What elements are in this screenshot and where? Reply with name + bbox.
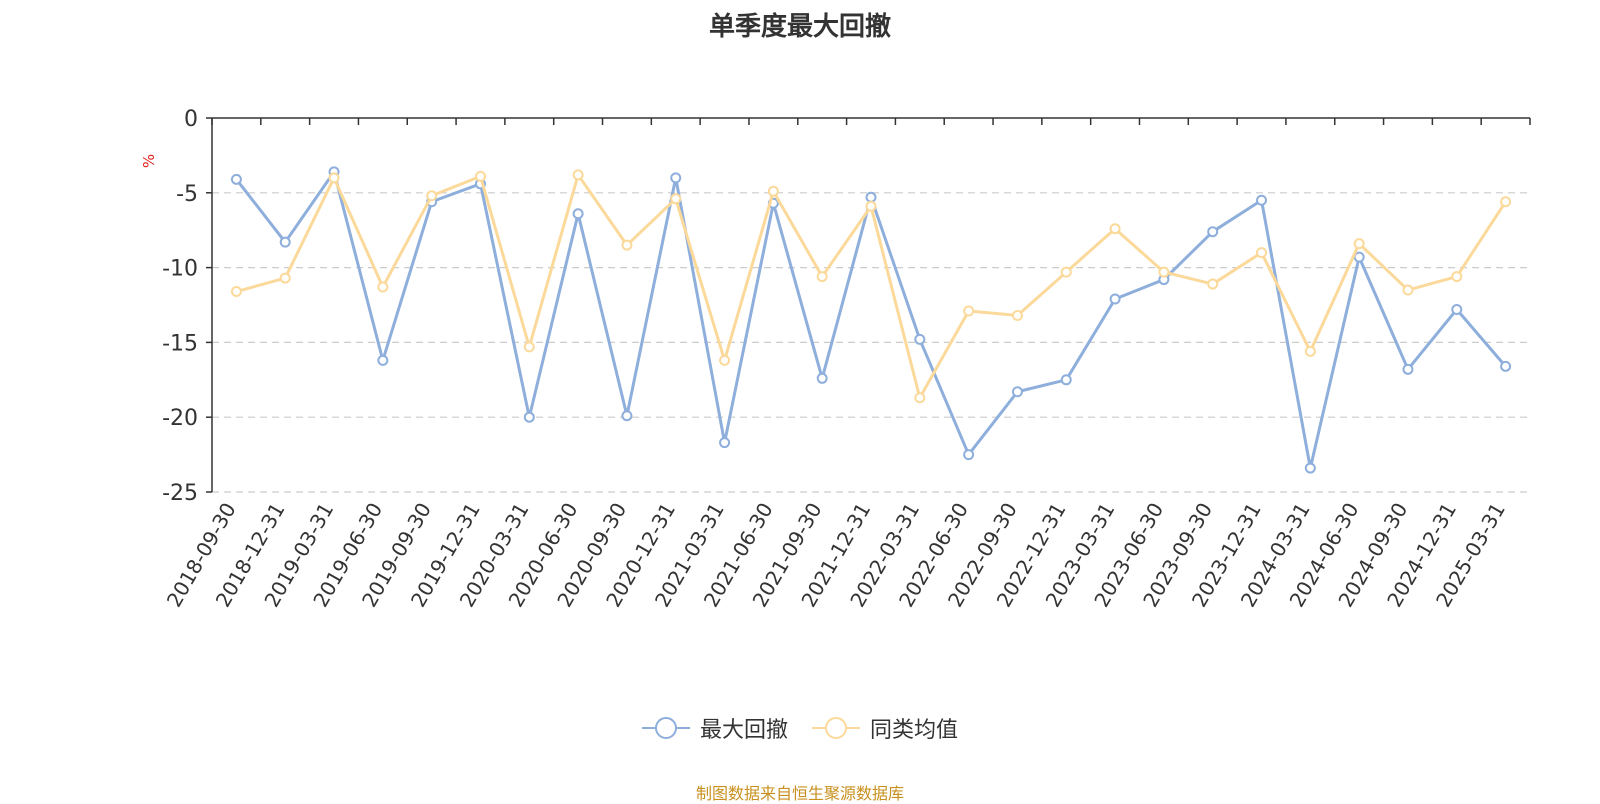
data-point	[1402, 363, 1414, 375]
data-point	[1207, 226, 1219, 238]
data-point	[1402, 284, 1414, 296]
data-point	[572, 169, 584, 181]
data-point	[621, 239, 633, 251]
y-tick-label: -20	[162, 406, 198, 431]
data-point	[572, 208, 584, 220]
data-point	[474, 170, 486, 182]
y-tick-label: -5	[176, 182, 198, 207]
data-point	[328, 172, 340, 184]
data-point	[865, 191, 877, 203]
data-point	[621, 410, 633, 422]
data-point	[1109, 223, 1121, 235]
data-point	[426, 190, 438, 202]
data-point	[230, 286, 242, 298]
data-point	[523, 411, 535, 423]
data-point	[816, 271, 828, 283]
y-tick-label: -15	[162, 331, 198, 356]
legend-item-peer-average[interactable]: 同类均值	[812, 712, 958, 744]
data-point	[1304, 462, 1316, 474]
data-point	[816, 372, 828, 384]
data-point	[1011, 386, 1023, 398]
data-point	[963, 449, 975, 461]
data-point	[1060, 374, 1072, 386]
data-point	[719, 354, 731, 366]
data-point	[1060, 266, 1072, 278]
data-point	[963, 305, 975, 317]
data-point	[865, 200, 877, 212]
data-point	[279, 236, 291, 248]
line-chart: 0-5-10-15-20-252018-09-302018-12-312019-…	[162, 107, 1531, 611]
data-point	[523, 341, 535, 353]
chart-title: 单季度最大回撤	[708, 12, 891, 42]
legend: 最大回撤 同类均值	[0, 712, 1600, 744]
y-tick-label: -10	[162, 257, 198, 282]
data-point	[914, 333, 926, 345]
data-point	[670, 193, 682, 205]
y-tick-label: 0	[184, 107, 198, 132]
data-point	[1451, 271, 1463, 283]
legend-line-circle-icon	[641, 717, 690, 739]
data-point	[1256, 194, 1268, 206]
series-line-0	[235, 170, 1507, 470]
data-point	[670, 172, 682, 184]
data-source-note: 制图数据来自恒生聚源数据库	[695, 784, 904, 803]
data-point	[279, 272, 291, 284]
data-point	[1158, 266, 1170, 278]
data-point	[1500, 360, 1512, 372]
data-point	[1500, 196, 1512, 208]
data-point	[1353, 238, 1365, 250]
data-point	[377, 354, 389, 366]
y-tick-label: -25	[162, 481, 198, 506]
data-point	[377, 281, 389, 293]
data-point	[1304, 345, 1316, 357]
data-point	[719, 437, 731, 449]
legend-label: 最大回撤	[699, 718, 788, 743]
data-point	[1207, 278, 1219, 290]
data-point	[1011, 309, 1023, 321]
data-point	[1109, 293, 1121, 305]
data-point	[1256, 247, 1268, 259]
data-point	[230, 173, 242, 185]
data-point	[1451, 303, 1463, 315]
data-point	[914, 392, 926, 404]
legend-line-circle-icon	[812, 717, 860, 739]
data-point	[767, 185, 779, 197]
legend-label: 同类均值	[870, 718, 959, 743]
legend-item-max-drawdown[interactable]: 最大回撤	[641, 712, 788, 744]
